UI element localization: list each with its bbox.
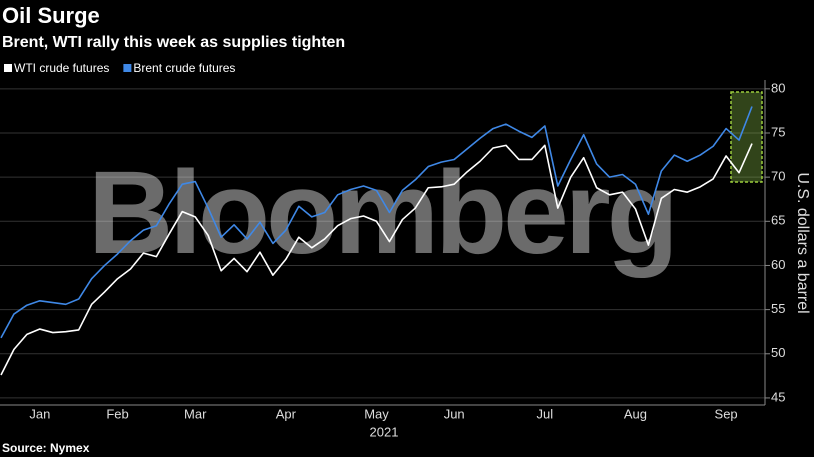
y-tick-label: 55 <box>771 301 785 316</box>
line-series <box>0 143 753 376</box>
x-tick-label: Mar <box>184 406 207 421</box>
y-tick-label: 75 <box>771 124 785 139</box>
x-tick-label: May <box>364 406 389 421</box>
legend-swatch <box>4 64 12 72</box>
plot-area <box>0 106 753 376</box>
y-tick-label: 60 <box>771 257 785 272</box>
y-tick-label: 45 <box>771 389 785 404</box>
x-tick-label: Sep <box>715 406 738 421</box>
y-tick-label: 80 <box>771 80 785 95</box>
legend-label: WTI crude futures <box>14 61 109 75</box>
x-tick-label: Apr <box>276 406 297 421</box>
x-tick-label: Feb <box>106 406 128 421</box>
x-axis-label: 2021 <box>370 424 399 439</box>
legend: WTI crude futures Brent crude futures <box>4 61 235 75</box>
x-tick-label: Jun <box>444 406 465 421</box>
legend-swatch <box>123 64 132 72</box>
x-tick-label: Aug <box>624 406 647 421</box>
y-tick-label: 65 <box>771 213 785 228</box>
y-axis-label: U.S. dollars a barrel <box>794 172 811 313</box>
x-tick-label: Jan <box>29 406 50 421</box>
y-tick-label: 50 <box>771 345 785 360</box>
chart-subtitle: Brent, WTI rally this week as supplies t… <box>2 34 345 51</box>
line-series <box>0 106 753 339</box>
grid: 45 50 55 60 65 70 75 80 Jan Feb Mar Apr May Jun Jul Aug… <box>0 80 785 421</box>
x-tick-label: Jul <box>537 406 554 421</box>
y-tick-label: 70 <box>771 169 785 184</box>
chart-title: Oil Surge <box>2 3 100 28</box>
watermark: Bloomberg <box>88 147 675 279</box>
source: Source: Nymex <box>2 441 90 455</box>
legend-label: Brent crude futures <box>133 61 235 75</box>
